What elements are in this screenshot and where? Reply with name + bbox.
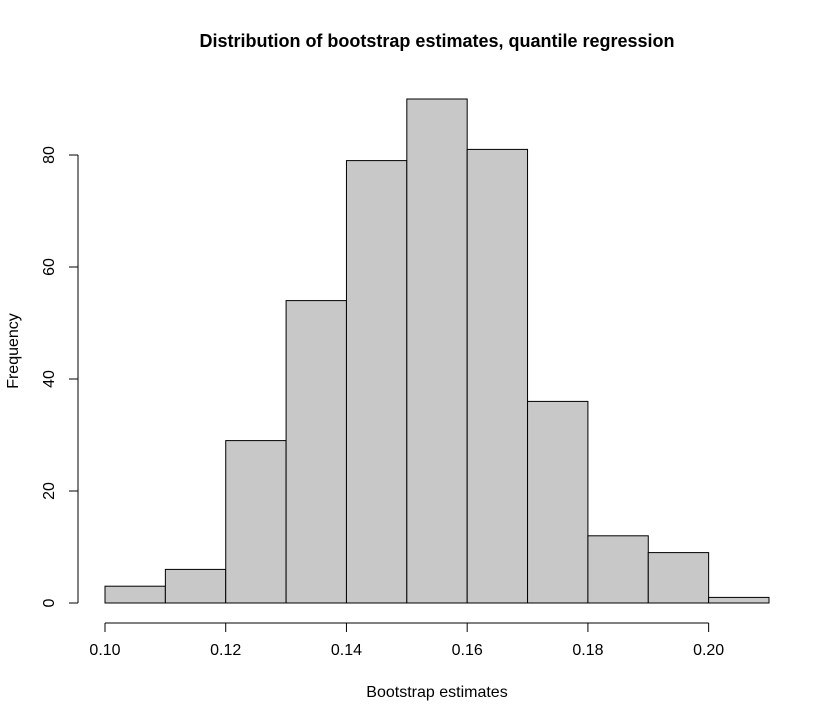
y-tick-label: 80 (41, 146, 58, 164)
x-tick-label: 0.20 (693, 642, 724, 659)
histogram-bar (104, 585, 166, 604)
y-tick-label: 60 (41, 258, 58, 276)
histogram-bar (527, 400, 589, 604)
histogram-bar (587, 535, 649, 604)
histogram-bar (406, 98, 468, 604)
x-axis-label: Bootstrap estimates (366, 684, 507, 701)
x-tick-label: 0.10 (89, 642, 120, 659)
histogram-bar (164, 568, 227, 604)
histogram-bar (708, 596, 770, 604)
chart-title: Distribution of bootstrap estimates, qua… (199, 31, 674, 51)
x-tick-label: 0.14 (331, 642, 362, 659)
x-tick-label: 0.16 (452, 642, 483, 659)
y-tick-label: 20 (41, 482, 58, 500)
y-tick-label: 0 (41, 598, 58, 607)
histogram-bar (225, 440, 287, 604)
histogram-bar (647, 552, 710, 604)
histogram-bar (345, 160, 408, 604)
y-tick-label: 40 (41, 370, 58, 388)
y-axis: 0 20 40 60 80 (41, 146, 79, 607)
y-axis-label: Frequency (5, 313, 22, 389)
histogram-bar (285, 300, 347, 604)
bars-group (104, 98, 770, 604)
histogram-bar (466, 148, 529, 604)
x-tick-label: 0.18 (572, 642, 603, 659)
x-axis: 0.10 0.12 0.14 0.16 0.18 0.20 (89, 622, 724, 659)
x-tick-label: 0.12 (210, 642, 241, 659)
